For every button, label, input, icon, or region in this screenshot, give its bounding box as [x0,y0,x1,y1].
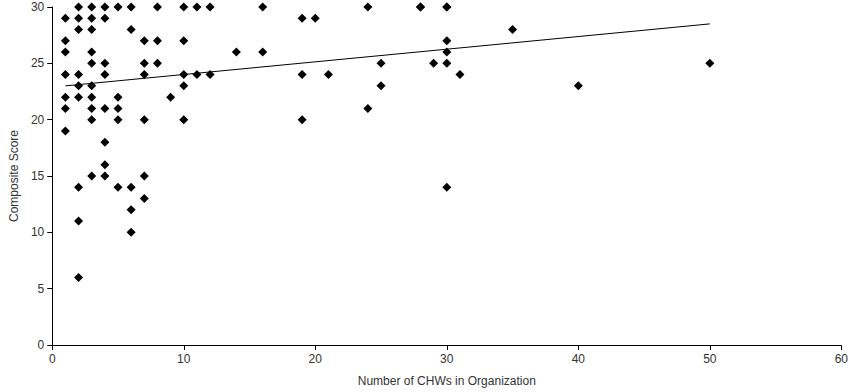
svg-text:Composite Score: Composite Score [7,130,21,222]
svg-text:Number of CHWs in Organization: Number of CHWs in Organization [358,374,536,388]
svg-text:25: 25 [31,56,45,70]
svg-text:5: 5 [38,282,45,296]
svg-text:10: 10 [31,225,45,239]
svg-text:50: 50 [703,352,717,366]
svg-text:40: 40 [572,352,586,366]
svg-text:30: 30 [440,352,454,366]
svg-text:20: 20 [31,113,45,127]
svg-text:60: 60 [835,352,849,366]
svg-text:15: 15 [31,169,45,183]
svg-text:20: 20 [309,352,323,366]
svg-text:0: 0 [49,352,56,366]
svg-text:10: 10 [177,352,191,366]
svg-text:0: 0 [38,338,45,352]
svg-text:30: 30 [31,0,45,14]
